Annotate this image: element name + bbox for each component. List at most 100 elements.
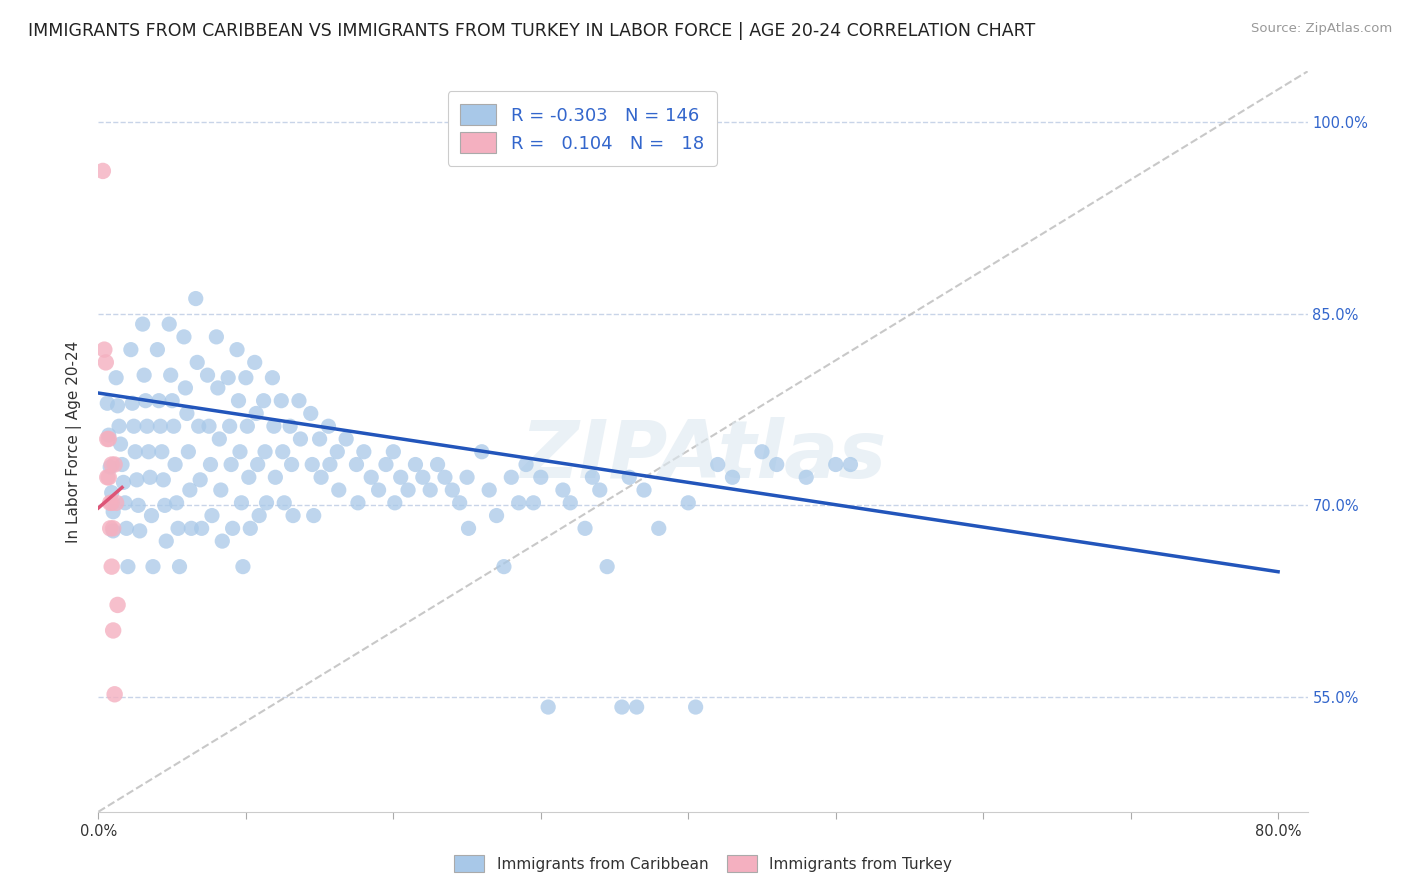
- Point: [107, 598, 129, 612]
- Point: [596, 559, 619, 574]
- Point: [610, 700, 633, 714]
- Point: [184, 292, 207, 306]
- Point: [101, 524, 124, 538]
- Point: [221, 521, 243, 535]
- Point: [551, 483, 574, 497]
- Point: [243, 355, 266, 369]
- Point: [485, 508, 508, 523]
- Point: [299, 407, 322, 421]
- Point: [141, 508, 163, 523]
- Point: [515, 458, 537, 472]
- Point: [125, 473, 148, 487]
- Point: [389, 470, 412, 484]
- Y-axis label: In Labor Force | Age 20-24: In Labor Force | Age 20-24: [66, 341, 83, 542]
- Point: [648, 521, 671, 535]
- Point: [207, 381, 229, 395]
- Point: [142, 559, 165, 574]
- Point: [93, 343, 115, 357]
- Point: [765, 458, 787, 472]
- Point: [100, 458, 122, 472]
- Point: [537, 700, 560, 714]
- Point: [96, 432, 118, 446]
- Point: [530, 470, 553, 484]
- Point: [139, 470, 162, 484]
- Point: [522, 496, 544, 510]
- Point: [201, 508, 224, 523]
- Point: [111, 458, 134, 472]
- Legend: R = -0.303   N = 146, R =   0.104   N =   18: R = -0.303 N = 146, R = 0.104 N = 18: [447, 92, 717, 166]
- Point: [134, 368, 156, 383]
- Point: [426, 458, 449, 472]
- Point: [148, 393, 170, 408]
- Point: [433, 470, 456, 484]
- Point: [238, 470, 260, 484]
- Point: [824, 458, 846, 472]
- Point: [153, 499, 176, 513]
- Point: [228, 393, 250, 408]
- Point: [176, 407, 198, 421]
- Point: [105, 496, 128, 510]
- Text: Source: ZipAtlas.com: Source: ZipAtlas.com: [1251, 22, 1392, 36]
- Point: [721, 470, 744, 484]
- Point: [794, 470, 817, 484]
- Point: [135, 393, 157, 408]
- Point: [160, 393, 183, 408]
- Point: [301, 458, 323, 472]
- Point: [187, 419, 209, 434]
- Point: [456, 470, 478, 484]
- Point: [335, 432, 357, 446]
- Point: [218, 419, 240, 434]
- Point: [626, 700, 648, 714]
- Point: [155, 534, 177, 549]
- Point: [186, 355, 208, 369]
- Point: [839, 458, 862, 472]
- Point: [110, 437, 132, 451]
- Point: [105, 370, 128, 384]
- Point: [375, 458, 398, 472]
- Point: [281, 508, 304, 523]
- Point: [162, 419, 184, 434]
- Point: [229, 444, 252, 458]
- Point: [96, 470, 118, 484]
- Point: [117, 559, 139, 574]
- Point: [97, 470, 120, 484]
- Point: [146, 343, 169, 357]
- Point: [347, 496, 370, 510]
- Point: [263, 419, 285, 434]
- Point: [159, 368, 181, 383]
- Point: [100, 496, 122, 510]
- Point: [177, 444, 200, 458]
- Point: [149, 419, 172, 434]
- Point: [508, 496, 530, 510]
- Point: [120, 343, 142, 357]
- Point: [236, 419, 259, 434]
- Point: [122, 419, 145, 434]
- Point: [246, 458, 269, 472]
- Point: [108, 419, 131, 434]
- Point: [353, 444, 375, 458]
- Point: [581, 470, 603, 484]
- Point: [419, 483, 441, 497]
- Point: [264, 470, 287, 484]
- Point: [302, 508, 325, 523]
- Point: [270, 393, 292, 408]
- Point: [346, 458, 368, 472]
- Point: [180, 521, 202, 535]
- Point: [138, 444, 160, 458]
- Point: [97, 432, 120, 446]
- Point: [252, 393, 274, 408]
- Point: [382, 444, 405, 458]
- Point: [190, 521, 212, 535]
- Point: [101, 521, 124, 535]
- Point: [318, 419, 340, 434]
- Point: [449, 496, 471, 510]
- Point: [226, 343, 249, 357]
- Point: [619, 470, 641, 484]
- Point: [262, 370, 284, 384]
- Point: [157, 317, 180, 331]
- Point: [205, 330, 228, 344]
- Point: [97, 428, 120, 442]
- Point: [150, 444, 173, 458]
- Point: [217, 370, 239, 384]
- Point: [115, 521, 138, 535]
